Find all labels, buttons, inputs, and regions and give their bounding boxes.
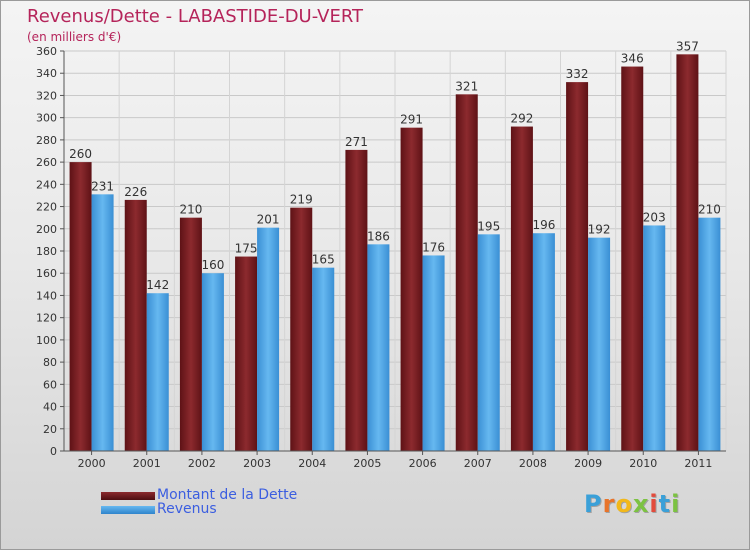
data-label-debt: 292 bbox=[510, 112, 533, 126]
legend-swatch-debt bbox=[101, 492, 155, 500]
y-tick-label: 100 bbox=[36, 334, 57, 347]
bars bbox=[69, 54, 721, 452]
x-tick-label: 2008 bbox=[519, 457, 547, 470]
x-tick-label: 2006 bbox=[409, 457, 437, 470]
y-tick-label: 0 bbox=[50, 445, 57, 458]
data-label-debt: 210 bbox=[179, 203, 202, 217]
data-label-debt: 346 bbox=[621, 52, 644, 66]
bar-revenue bbox=[532, 233, 555, 451]
y-tick-label: 220 bbox=[36, 201, 57, 214]
proxiti-logo: Proxiti bbox=[584, 490, 680, 518]
x-tick-label: 2002 bbox=[188, 457, 216, 470]
x-tick-label: 2001 bbox=[133, 457, 161, 470]
chart-subtitle: (en milliers d'€) bbox=[27, 30, 122, 44]
y-tick-label: 40 bbox=[43, 401, 57, 414]
bar-debt bbox=[235, 256, 258, 451]
x-tick-label: 2007 bbox=[464, 457, 492, 470]
bar-debt bbox=[124, 199, 147, 451]
logo-letter: r bbox=[602, 490, 616, 518]
logo-letter: i bbox=[671, 490, 681, 518]
bar-revenue bbox=[257, 227, 280, 451]
axes: 0 20 40 60 80 100 120 140 160 180 200 220 240 260 280 3… bbox=[36, 45, 726, 470]
data-label-debt: 271 bbox=[345, 135, 368, 149]
bar-revenue bbox=[201, 273, 224, 451]
y-tick-label: 260 bbox=[36, 156, 57, 169]
bar-debt bbox=[179, 217, 202, 451]
y-tick-label: 240 bbox=[36, 178, 57, 191]
data-label-debt: 321 bbox=[455, 79, 478, 93]
data-label-debt: 357 bbox=[676, 39, 699, 53]
data-label-debt: 332 bbox=[566, 67, 589, 81]
y-tick-label: 360 bbox=[36, 45, 57, 58]
x-tick-label: 2000 bbox=[78, 457, 106, 470]
logo-letter: t bbox=[658, 490, 672, 518]
bar-debt bbox=[345, 149, 368, 451]
chart-title: Revenus/Dette - LABASTIDE-DU-VERT bbox=[27, 6, 364, 27]
bar-debt bbox=[400, 127, 423, 452]
data-label-revenue: 186 bbox=[367, 229, 390, 243]
data-label-revenue: 160 bbox=[201, 258, 224, 272]
x-tick-label: 2010 bbox=[629, 457, 657, 470]
legend-label-revenue: Revenus bbox=[157, 501, 217, 517]
y-tick-label: 180 bbox=[36, 245, 57, 258]
data-label-revenue: 142 bbox=[146, 278, 169, 292]
bar-debt bbox=[510, 126, 533, 452]
y-tick-label: 340 bbox=[36, 67, 57, 80]
bar-debt bbox=[290, 207, 313, 451]
logo-letter: x bbox=[632, 490, 650, 518]
bar-debt bbox=[69, 162, 92, 451]
bar-revenue bbox=[422, 255, 445, 451]
data-label-revenue: 231 bbox=[91, 179, 114, 193]
logo-letter: i bbox=[649, 490, 659, 518]
y-tick-label: 200 bbox=[36, 223, 57, 236]
bar-revenue bbox=[477, 234, 500, 451]
data-labels: 260 231 226 142 210 160 175 201 219 165 271 186 291 1… bbox=[69, 39, 721, 292]
bar-debt bbox=[621, 66, 644, 452]
x-tick-label: 2009 bbox=[574, 457, 602, 470]
y-tick-label: 160 bbox=[36, 267, 57, 280]
data-label-revenue: 165 bbox=[312, 253, 335, 267]
data-label-revenue: 196 bbox=[532, 218, 555, 232]
y-tick-label: 60 bbox=[43, 378, 57, 391]
bar-revenue bbox=[91, 194, 114, 452]
data-label-debt: 226 bbox=[124, 185, 147, 199]
y-tick-label: 300 bbox=[36, 112, 57, 125]
y-tick-label: 140 bbox=[36, 289, 57, 302]
bar-debt bbox=[676, 54, 699, 451]
bar-debt bbox=[566, 82, 589, 451]
y-tick-label: 280 bbox=[36, 134, 57, 147]
data-label-debt: 260 bbox=[69, 147, 92, 161]
logo-letter: P bbox=[584, 490, 603, 518]
data-label-revenue: 201 bbox=[257, 213, 280, 227]
bar-revenue bbox=[698, 217, 721, 451]
y-tick-label: 80 bbox=[43, 356, 57, 369]
data-label-revenue: 203 bbox=[643, 210, 666, 224]
data-label-debt: 219 bbox=[290, 193, 313, 207]
y-tick-label: 20 bbox=[43, 423, 57, 436]
data-label-debt: 175 bbox=[235, 242, 258, 256]
data-label-revenue: 195 bbox=[477, 219, 500, 233]
logo-letter: o bbox=[615, 490, 633, 518]
x-tick-label: 2004 bbox=[298, 457, 326, 470]
bar-revenue bbox=[588, 237, 611, 451]
legend-swatch-revenue bbox=[101, 506, 155, 514]
y-tick-label: 120 bbox=[36, 312, 57, 325]
y-tick-label: 320 bbox=[36, 89, 57, 102]
bar-revenue bbox=[146, 293, 169, 451]
data-label-debt: 291 bbox=[400, 113, 423, 127]
bar-revenue bbox=[367, 244, 390, 451]
bar-revenue bbox=[312, 267, 335, 451]
legend-label-debt: Montant de la Dette bbox=[157, 487, 298, 503]
data-label-revenue: 210 bbox=[698, 203, 721, 217]
x-tick-label: 2003 bbox=[243, 457, 271, 470]
x-tick-label: 2005 bbox=[353, 457, 381, 470]
data-label-revenue: 176 bbox=[422, 240, 445, 254]
bar-debt bbox=[455, 94, 478, 451]
bar-revenue bbox=[643, 225, 666, 451]
x-tick-label: 2011 bbox=[684, 457, 712, 470]
data-label-revenue: 192 bbox=[588, 223, 611, 237]
